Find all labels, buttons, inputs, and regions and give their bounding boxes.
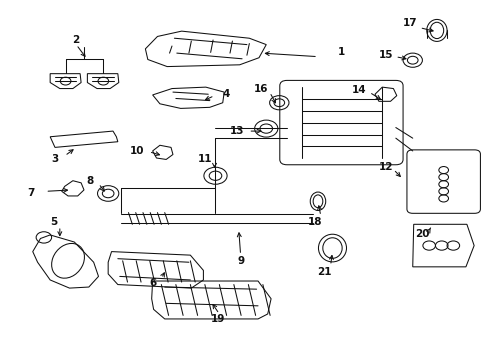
- Text: 19: 19: [210, 314, 224, 324]
- Text: 20: 20: [414, 229, 429, 239]
- Text: 1: 1: [337, 47, 344, 57]
- Text: 2: 2: [72, 35, 79, 45]
- Text: 14: 14: [351, 85, 366, 95]
- Text: 17: 17: [402, 18, 416, 28]
- Text: 9: 9: [237, 256, 244, 266]
- Text: 10: 10: [130, 146, 144, 156]
- Text: 16: 16: [254, 84, 268, 94]
- Text: 15: 15: [378, 50, 392, 60]
- Text: 7: 7: [27, 189, 35, 198]
- Text: 21: 21: [316, 267, 331, 277]
- Text: 12: 12: [378, 162, 392, 171]
- Text: 8: 8: [86, 176, 93, 186]
- Text: 11: 11: [197, 154, 212, 165]
- Text: 18: 18: [307, 217, 321, 227]
- Text: 4: 4: [222, 89, 229, 99]
- Text: 3: 3: [51, 154, 59, 165]
- Text: 6: 6: [149, 279, 156, 288]
- Text: 5: 5: [50, 217, 57, 227]
- Text: 13: 13: [229, 126, 244, 136]
